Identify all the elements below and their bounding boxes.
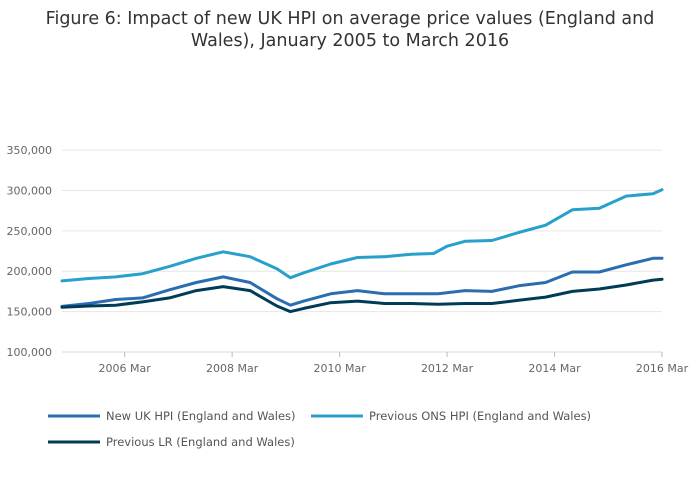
y-tick-label: 100,000 [7,346,53,359]
chart-title: Figure 6: Impact of new UK HPI on averag… [0,8,700,52]
chart-title-line-1: Figure 6: Impact of new UK HPI on averag… [45,9,655,29]
grid-lines [62,149,662,353]
legend-item[interactable]: Previous ONS HPI (England and Wales) [311,409,591,423]
legend-label: Previous ONS HPI (England and Wales) [369,409,591,423]
series-lines [60,188,664,314]
y-axis: 100,000 150,000 200,000 250,000 300,000 350,0… [7,144,53,359]
x-tick-label: 2006 Mar [99,362,152,375]
y-tick-label: 250,000 [7,225,53,238]
legend-label: Previous LR (England and Wales) [106,435,295,449]
legend[interactable]: New UK HPI (England and Wales) Previous O… [48,409,591,449]
legend-item[interactable]: Previous LR (England and Wales) [48,435,295,449]
x-axis: 2006 Mar 2008 Mar 2010 Mar 2012 Mar 2014 Mar… [99,352,689,375]
x-tick-label: 2012 Mar [421,362,474,375]
x-tick-label: 2010 Mar [313,362,366,375]
series-line-2 [60,188,664,283]
y-tick-label: 150,000 [7,306,53,319]
y-tick-label: 350,000 [7,144,53,157]
y-tick-label: 300,000 [7,184,53,197]
x-tick-label: 2008 Mar [206,362,259,375]
y-tick-label: 200,000 [7,265,53,278]
chart-title-line-2: Wales), January 2005 to March 2016 [190,31,510,51]
series-line-1 [60,256,664,308]
x-tick-label: 2014 Mar [528,362,581,375]
legend-item[interactable]: New UK HPI (England and Wales) [48,409,296,423]
series-line-3 [60,277,664,314]
legend-label: New UK HPI (England and Wales) [106,409,296,423]
x-tick-label: 2016 Mar [636,362,689,375]
